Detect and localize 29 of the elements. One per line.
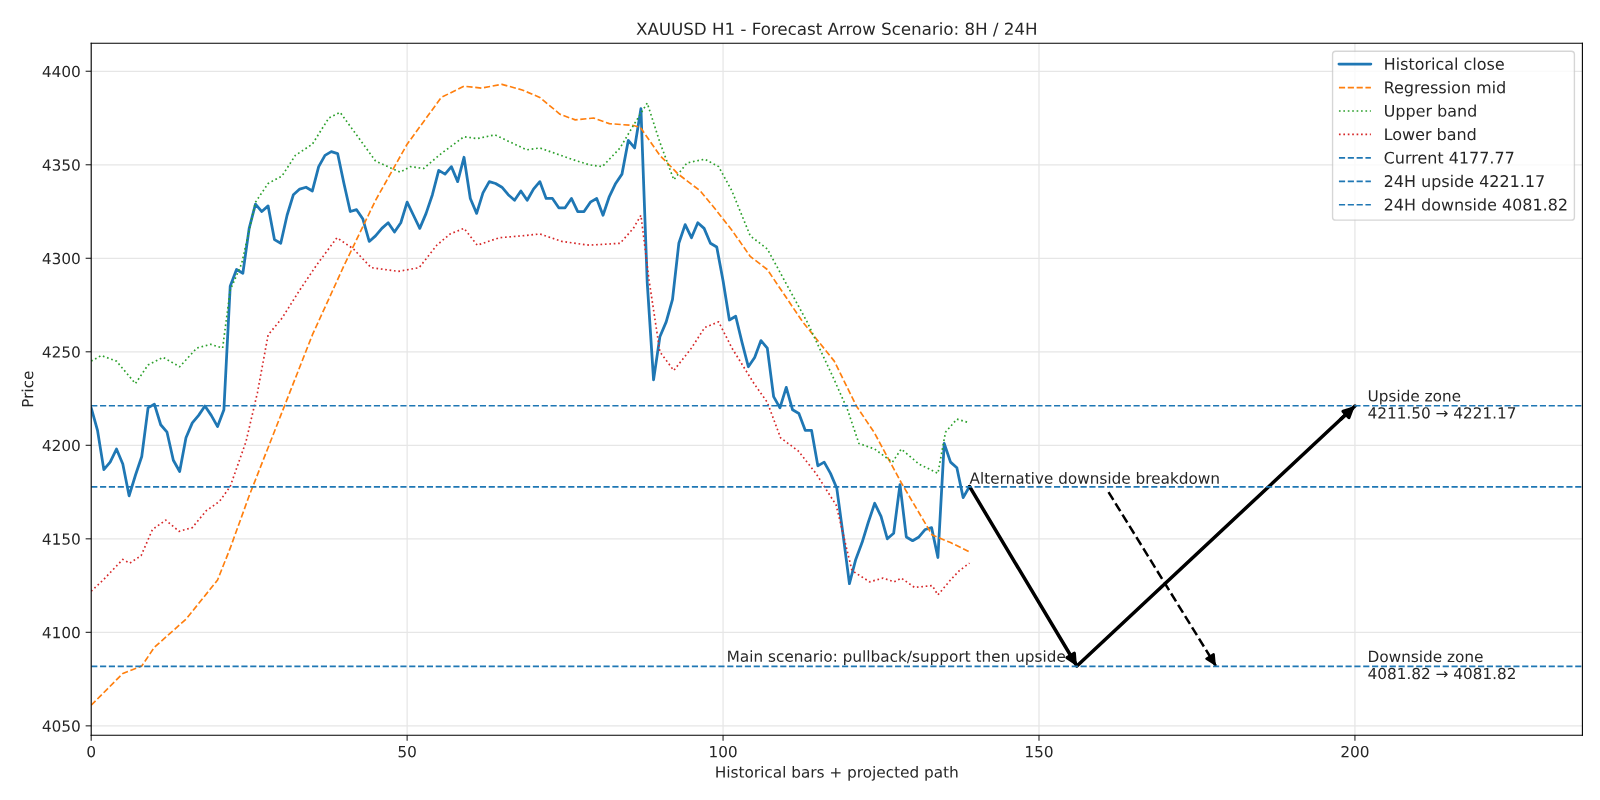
legend-label: 24H upside 4221.17	[1384, 174, 1544, 191]
x-tick-label: 150	[1026, 745, 1053, 758]
legend-label: Lower band	[1385, 127, 1476, 141]
y-axis-title: Price	[21, 371, 34, 407]
legend-label: Current 4177.77	[1384, 151, 1514, 164]
legend-label: Upper band	[1385, 104, 1476, 120]
y-tick-label: 4050	[42, 720, 80, 732]
x-tick-label: 50	[398, 745, 416, 758]
line-series	[91, 214, 971, 596]
annotation: Main scenario: pullback/support then upside	[728, 650, 1065, 665]
y-tick-label: 4200	[42, 439, 80, 452]
y-tick-label: 4350	[42, 159, 80, 171]
legend-label: Historical close	[1385, 57, 1504, 70]
y-tick-label: 4400	[42, 65, 80, 78]
line-series	[91, 83, 971, 707]
x-tick-label: 100	[710, 745, 737, 758]
y-tick-label: 4300	[42, 252, 80, 265]
x-axis-title: Historical bars + projected path	[716, 765, 958, 781]
x-tick-label: 0	[87, 745, 96, 758]
legend-label: 24H downside 4081.82	[1384, 198, 1567, 211]
annotation: Downside zone 4081.82 → 4081.82	[1368, 650, 1515, 680]
legend-label: Regression mid	[1385, 81, 1505, 97]
y-tick-label: 4150	[42, 533, 80, 545]
annotation: Upside zone 4211.50 → 4221.17	[1368, 389, 1516, 419]
x-tick-label: 200	[1341, 745, 1369, 758]
annotation: Alternative downside breakdown	[969, 472, 1219, 484]
y-tick-label: 4250	[42, 346, 80, 358]
chart-title: XAUUSD H1 - Forecast Arrow Scenario: 8H / 24H	[636, 22, 1036, 37]
y-tick-label: 4100	[42, 626, 80, 639]
